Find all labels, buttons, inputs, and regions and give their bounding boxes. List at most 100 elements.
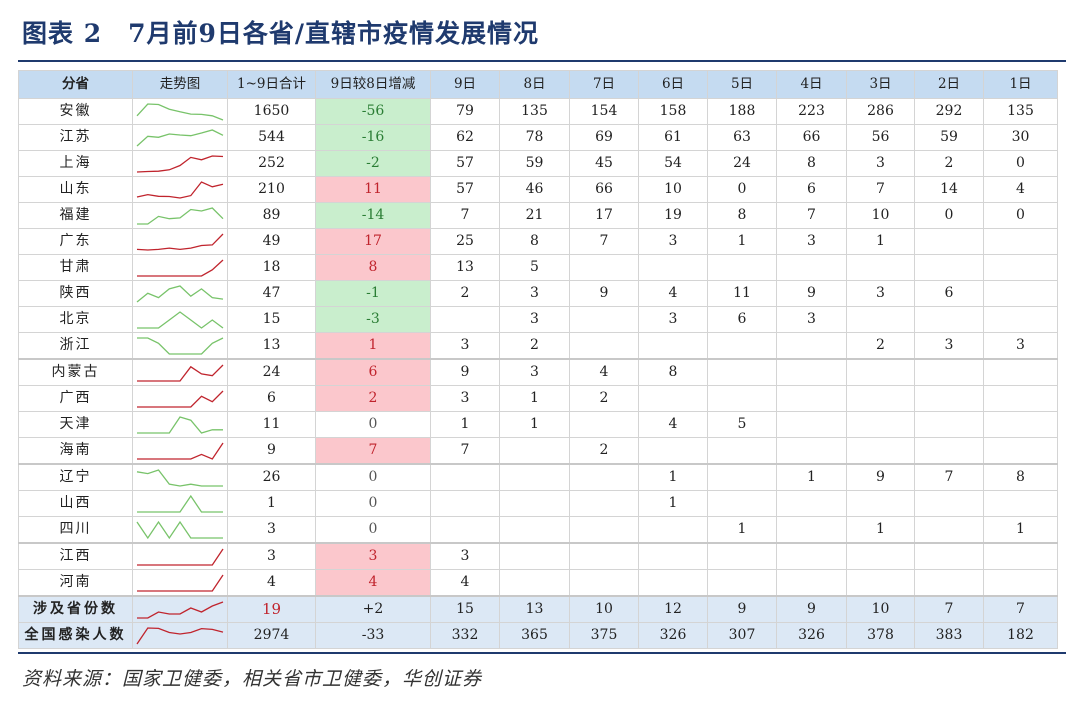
day-value — [983, 228, 1058, 255]
summary-total: 2974 — [227, 622, 316, 649]
daily-change: 1 — [315, 332, 431, 360]
day-value: 45 — [569, 150, 639, 177]
column-header: 9日较8日增减 — [315, 70, 431, 99]
daily-change: 6 — [315, 358, 431, 386]
day-value — [983, 254, 1058, 281]
day-value: 3 — [846, 280, 915, 307]
day-value — [846, 254, 915, 281]
day-value: 7 — [846, 176, 915, 203]
trend-cell — [132, 542, 228, 570]
sparkline-trend-line — [137, 548, 224, 566]
day-value — [776, 516, 847, 544]
day-value: 13 — [430, 254, 500, 281]
day-value — [499, 463, 570, 491]
trend-cell — [132, 385, 228, 412]
sparkline-chart — [137, 548, 224, 566]
day-value: 14 — [914, 176, 984, 203]
day-value: 5 — [499, 254, 570, 281]
table-row: 安徽 1650 -56 79 135 154 158 188 223 286 292 135 — [18, 98, 1058, 125]
total-cases: 1 — [227, 490, 316, 517]
trend-cell — [132, 124, 228, 151]
total-cases: 15 — [227, 306, 316, 333]
day-value — [638, 254, 708, 281]
daily-change: -16 — [315, 124, 431, 151]
day-value: 8 — [499, 228, 570, 255]
day-value — [914, 254, 984, 281]
day-value: 2 — [569, 385, 639, 412]
day-value: 1 — [430, 411, 500, 438]
day-value — [983, 437, 1058, 465]
day-value — [776, 411, 847, 438]
day-value: 9 — [430, 358, 500, 386]
source-note: 资料来源：国家卫健委，相关省市卫健委，华创证券 — [22, 668, 483, 690]
column-header: 1~9日合计 — [227, 70, 316, 99]
day-value — [776, 542, 847, 570]
total-cases: 4 — [227, 569, 316, 597]
sparkline-trend-line — [136, 468, 223, 487]
trend-cell — [132, 332, 228, 360]
day-value — [983, 358, 1058, 386]
day-value: 7 — [914, 595, 984, 623]
day-value: 1 — [846, 228, 915, 255]
day-value: 7 — [569, 228, 639, 255]
day-value: 10 — [638, 176, 708, 203]
day-value: 78 — [499, 124, 570, 151]
day-value: 365 — [499, 622, 570, 649]
sparkline-trend-line — [137, 259, 224, 277]
day-value: 59 — [499, 150, 570, 177]
day-value: 5 — [707, 411, 777, 438]
day-value — [707, 463, 777, 491]
day-value — [707, 254, 777, 281]
day-value: 4 — [638, 280, 708, 307]
sparkline-chart — [136, 468, 223, 487]
day-value: 3 — [430, 542, 500, 570]
day-value — [846, 490, 915, 517]
column-header: 4日 — [776, 70, 847, 99]
day-value: 8 — [707, 202, 777, 229]
table-row: 陕西 47 -1 2 3 9 4 11 9 3 6 — [18, 280, 1058, 307]
sparkline-trend-line — [137, 574, 224, 592]
daily-change: 0 — [315, 463, 431, 491]
day-value — [638, 332, 708, 360]
day-value: 1 — [776, 463, 847, 491]
bottom-divider — [18, 652, 1066, 654]
sparkline-chart — [136, 284, 224, 303]
day-value: 2 — [569, 437, 639, 465]
day-value: 24 — [707, 150, 777, 177]
day-value: 3 — [914, 332, 984, 360]
day-value: 383 — [914, 622, 984, 649]
day-value — [914, 542, 984, 570]
sparkline-chart — [137, 390, 224, 408]
province-name: 海南 — [18, 437, 133, 465]
day-value — [914, 490, 984, 517]
day-value: 59 — [914, 124, 984, 151]
sparkline-trend-line — [136, 626, 224, 644]
daily-change: -1 — [315, 280, 431, 307]
sparkline-trend-line — [137, 494, 223, 513]
daily-change: 0 — [315, 411, 431, 438]
day-value: 3 — [846, 150, 915, 177]
column-header: 走势图 — [132, 70, 228, 99]
sparkline-chart — [137, 574, 224, 592]
day-value — [914, 437, 984, 465]
day-value — [776, 385, 847, 412]
table-row: 海南 9 7 7 2 — [18, 437, 1058, 465]
day-value: 188 — [707, 98, 777, 125]
day-value: 10 — [846, 595, 915, 623]
trend-cell — [132, 150, 228, 177]
day-value — [914, 358, 984, 386]
day-value — [846, 437, 915, 465]
sparkline-trend-line — [136, 128, 224, 146]
day-value: 6 — [707, 306, 777, 333]
day-value — [983, 306, 1058, 333]
trend-cell — [132, 516, 228, 544]
day-value: 182 — [983, 622, 1058, 649]
day-value — [983, 385, 1058, 412]
trend-cell — [132, 463, 228, 491]
day-value: 15 — [430, 595, 500, 623]
day-value — [776, 358, 847, 386]
summary-label: 涉及省份数 — [18, 595, 133, 623]
province-name: 福建 — [18, 202, 133, 229]
day-value: 13 — [499, 595, 570, 623]
day-value: 63 — [707, 124, 777, 151]
